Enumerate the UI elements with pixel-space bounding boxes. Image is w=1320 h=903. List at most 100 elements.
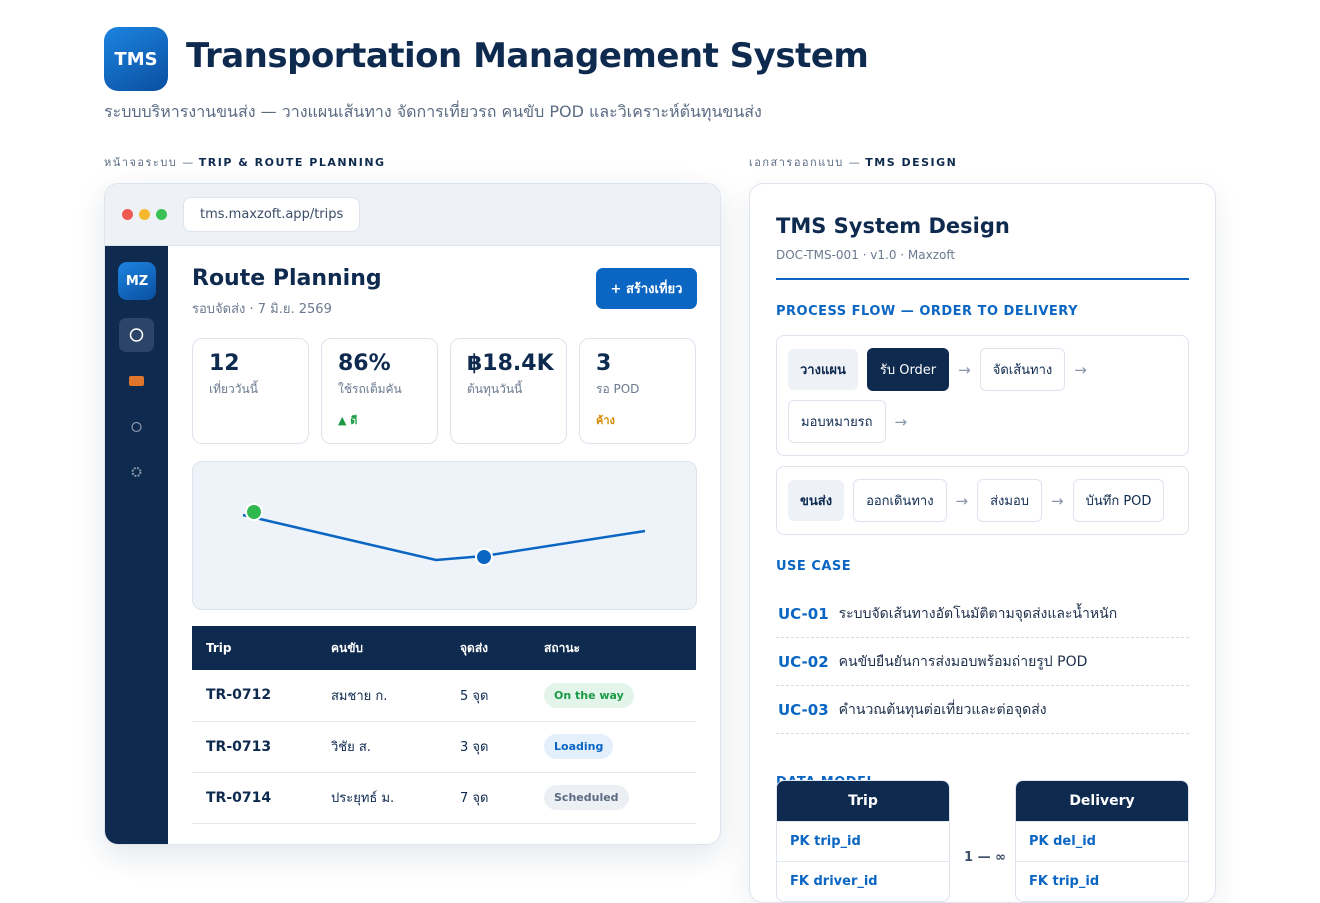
table-cell: Scheduled — [530, 772, 696, 824]
table-cell: Loading — [530, 721, 696, 773]
trip-table: Trip คนขับ จุดส่ง สถานะ TR-0712 สมชาย ก. 5 จุด… — [192, 626, 696, 824]
use-case: UC-02 คนขับยืนยันการส่งมอบพร้อมถ่ายรูป PO… — [776, 638, 1189, 686]
entity: Trip PK trip_id FK driver_id — [776, 780, 950, 902]
table-cell: TR-0714 — [192, 772, 317, 824]
section-heading: USE CASE — [776, 559, 852, 574]
use-case-id: UC-01 — [778, 604, 829, 623]
kpi-label: ใช้รถเต็มคัน — [338, 382, 402, 396]
table-cell: วิชัย ส. — [317, 721, 446, 773]
status-pill: Loading — [544, 734, 614, 759]
use-case: UC-01 ระบบจัดเส้นทางอัตโนมัติตามจุดส่งและ… — [776, 590, 1189, 638]
nav-icon[interactable] — [129, 376, 144, 386]
trip-id: TR-0713 — [206, 738, 272, 755]
process-step: มอบหมายรถ — [788, 400, 886, 443]
kpi-card: 3 รอ POD ค้าง — [579, 338, 696, 444]
label-prefix: หน้าจอระบบ — — [104, 156, 195, 169]
table-cell: TR-0712 — [192, 670, 317, 722]
status-pill: On the way — [544, 682, 634, 708]
window-dot — [156, 209, 167, 220]
section-label: หน้าจอระบบ — TRIP & ROUTE PLANNING — [104, 153, 386, 171]
kpi-value: 12 — [209, 351, 240, 376]
column-header: Trip — [192, 626, 317, 670]
flow-arrow: → — [1051, 491, 1064, 510]
nav-icon[interactable] — [131, 467, 142, 477]
kpi-value: ฿18.4K — [467, 351, 554, 376]
entity-field: PK del_id — [1016, 821, 1188, 861]
use-case-text: ระบบจัดเส้นทางอัตโนมัติตามจุดส่งและน้ำหน… — [838, 605, 1118, 622]
table-cell: 3 จุด — [446, 721, 530, 773]
use-case-id: UC-02 — [778, 652, 829, 671]
entity-field: PK trip_id — [777, 821, 949, 861]
divider — [776, 278, 1189, 280]
entity: Delivery PK del_id FK trip_id — [1015, 780, 1189, 902]
kpi-card: 86% ใช้รถเต็มคัน ▲ ดี — [321, 338, 438, 444]
section-heading: PROCESS FLOW — ORDER TO DELIVERY — [776, 304, 1078, 319]
doc-meta: DOC-TMS-001 · v1.0 · Maxzoft — [776, 248, 956, 262]
avatar: MZ — [118, 262, 156, 300]
create-trip-button[interactable]: + สร้างเที่ยว — [596, 268, 697, 309]
process-step: บันทึก POD — [1072, 479, 1165, 522]
kpi-label: เที่ยววันนี้ — [209, 382, 258, 396]
table-cell: 5 จุด — [446, 670, 530, 722]
kpi-label: รอ POD — [596, 382, 640, 396]
sidebar-icons — [119, 318, 154, 477]
page-subtitle: ระบบบริหารงานขนส่ง — วางแผนเส้นทาง จัดกา… — [104, 102, 762, 121]
kpi-note: ค้าง — [596, 414, 615, 427]
doc-title: TMS System Design — [776, 214, 1010, 238]
swimlane: ขนส่ง ออกเดินทาง → ส่งมอบ → บันทึก POD — [776, 466, 1189, 535]
route-map — [192, 461, 697, 610]
use-case-text: คำนวณต้นทุนต่อเที่ยวและต่อจุดส่ง — [838, 701, 1047, 718]
window-dot — [122, 209, 133, 220]
screen-subtitle: รอบจัดส่ง · 7 มิ.ย. 2569 — [192, 302, 332, 317]
kpi-label: ต้นทุนวันนี้ — [467, 382, 523, 396]
app-window: tms.maxzoft.app/trips MZ Route Planning … — [104, 183, 721, 845]
entity-field: FK driver_id — [777, 861, 949, 901]
lane-name: ขนส่ง — [788, 480, 845, 521]
design-doc: TMS System Design DOC-TMS-001 · v1.0 · M… — [749, 183, 1216, 903]
table-cell: ประยุทธ์ ม. — [317, 772, 446, 824]
entity-name: Trip — [777, 781, 949, 821]
kpi-card: 12 เที่ยววันนี้ — [192, 338, 309, 444]
url-bar[interactable]: tms.maxzoft.app/trips — [183, 197, 361, 232]
use-case-id: UC-03 — [778, 700, 829, 719]
table-cell: สมชาย ก. — [317, 670, 446, 722]
flow-arrow: → — [1074, 360, 1087, 379]
trip-id: TR-0712 — [206, 687, 272, 704]
start-pin — [245, 503, 263, 521]
column-header: สถานะ — [530, 626, 696, 670]
stop-pin — [475, 548, 493, 566]
route-line — [242, 503, 646, 566]
nav-icon[interactable] — [131, 421, 142, 433]
status-pill: Scheduled — [544, 785, 629, 810]
browser-bar: tms.maxzoft.app/trips — [105, 184, 720, 246]
trip-id: TR-0714 — [206, 789, 272, 806]
section-label: เอกสารออกแบบ — TMS DESIGN — [749, 153, 957, 171]
flow-arrow: → — [958, 360, 971, 379]
page-title: Transportation Management System — [186, 36, 869, 76]
use-case: UC-03 คำนวณต้นทุนต่อเที่ยวและต่อจุดส่ง — [776, 686, 1189, 734]
label: TRIP & ROUTE PLANNING — [198, 156, 386, 169]
window-dot — [139, 209, 150, 220]
cell-text: 5 จุด — [460, 688, 489, 704]
nav-icon[interactable] — [129, 328, 144, 342]
kpi-note: ▲ ดี — [338, 414, 358, 427]
nav-active[interactable] — [119, 318, 154, 352]
column-header: คนขับ — [317, 626, 446, 670]
column-header: จุดส่ง — [446, 626, 530, 670]
table-cell: TR-0713 — [192, 721, 317, 773]
table-cell: 7 จุด — [446, 772, 530, 824]
logo: TMS — [104, 27, 168, 91]
flow-arrow: → — [955, 491, 969, 510]
screen-title: Route Planning — [192, 266, 382, 291]
label-prefix: เอกสารออกแบบ — — [749, 156, 862, 169]
swimlane: วางแผน รับ Order → จัดเส้นทาง → มอบหมายรถ → — [776, 335, 1189, 456]
table-row: TR-0714 ประยุทธ์ ม. 7 จุด Scheduled — [192, 772, 696, 824]
table-cell: On the way — [530, 670, 696, 722]
cell-text: สมชาย ก. — [331, 688, 388, 704]
cell-text: 7 จุด — [460, 791, 489, 806]
process-step: จัดเส้นทาง — [979, 348, 1066, 391]
flow-arrow: → — [894, 412, 908, 431]
cell-text: ประยุทธ์ ม. — [331, 791, 395, 806]
relation: 1 — ∞ — [964, 850, 1006, 865]
table-row: TR-0713 วิชัย ส. 3 จุด Loading — [192, 721, 696, 773]
